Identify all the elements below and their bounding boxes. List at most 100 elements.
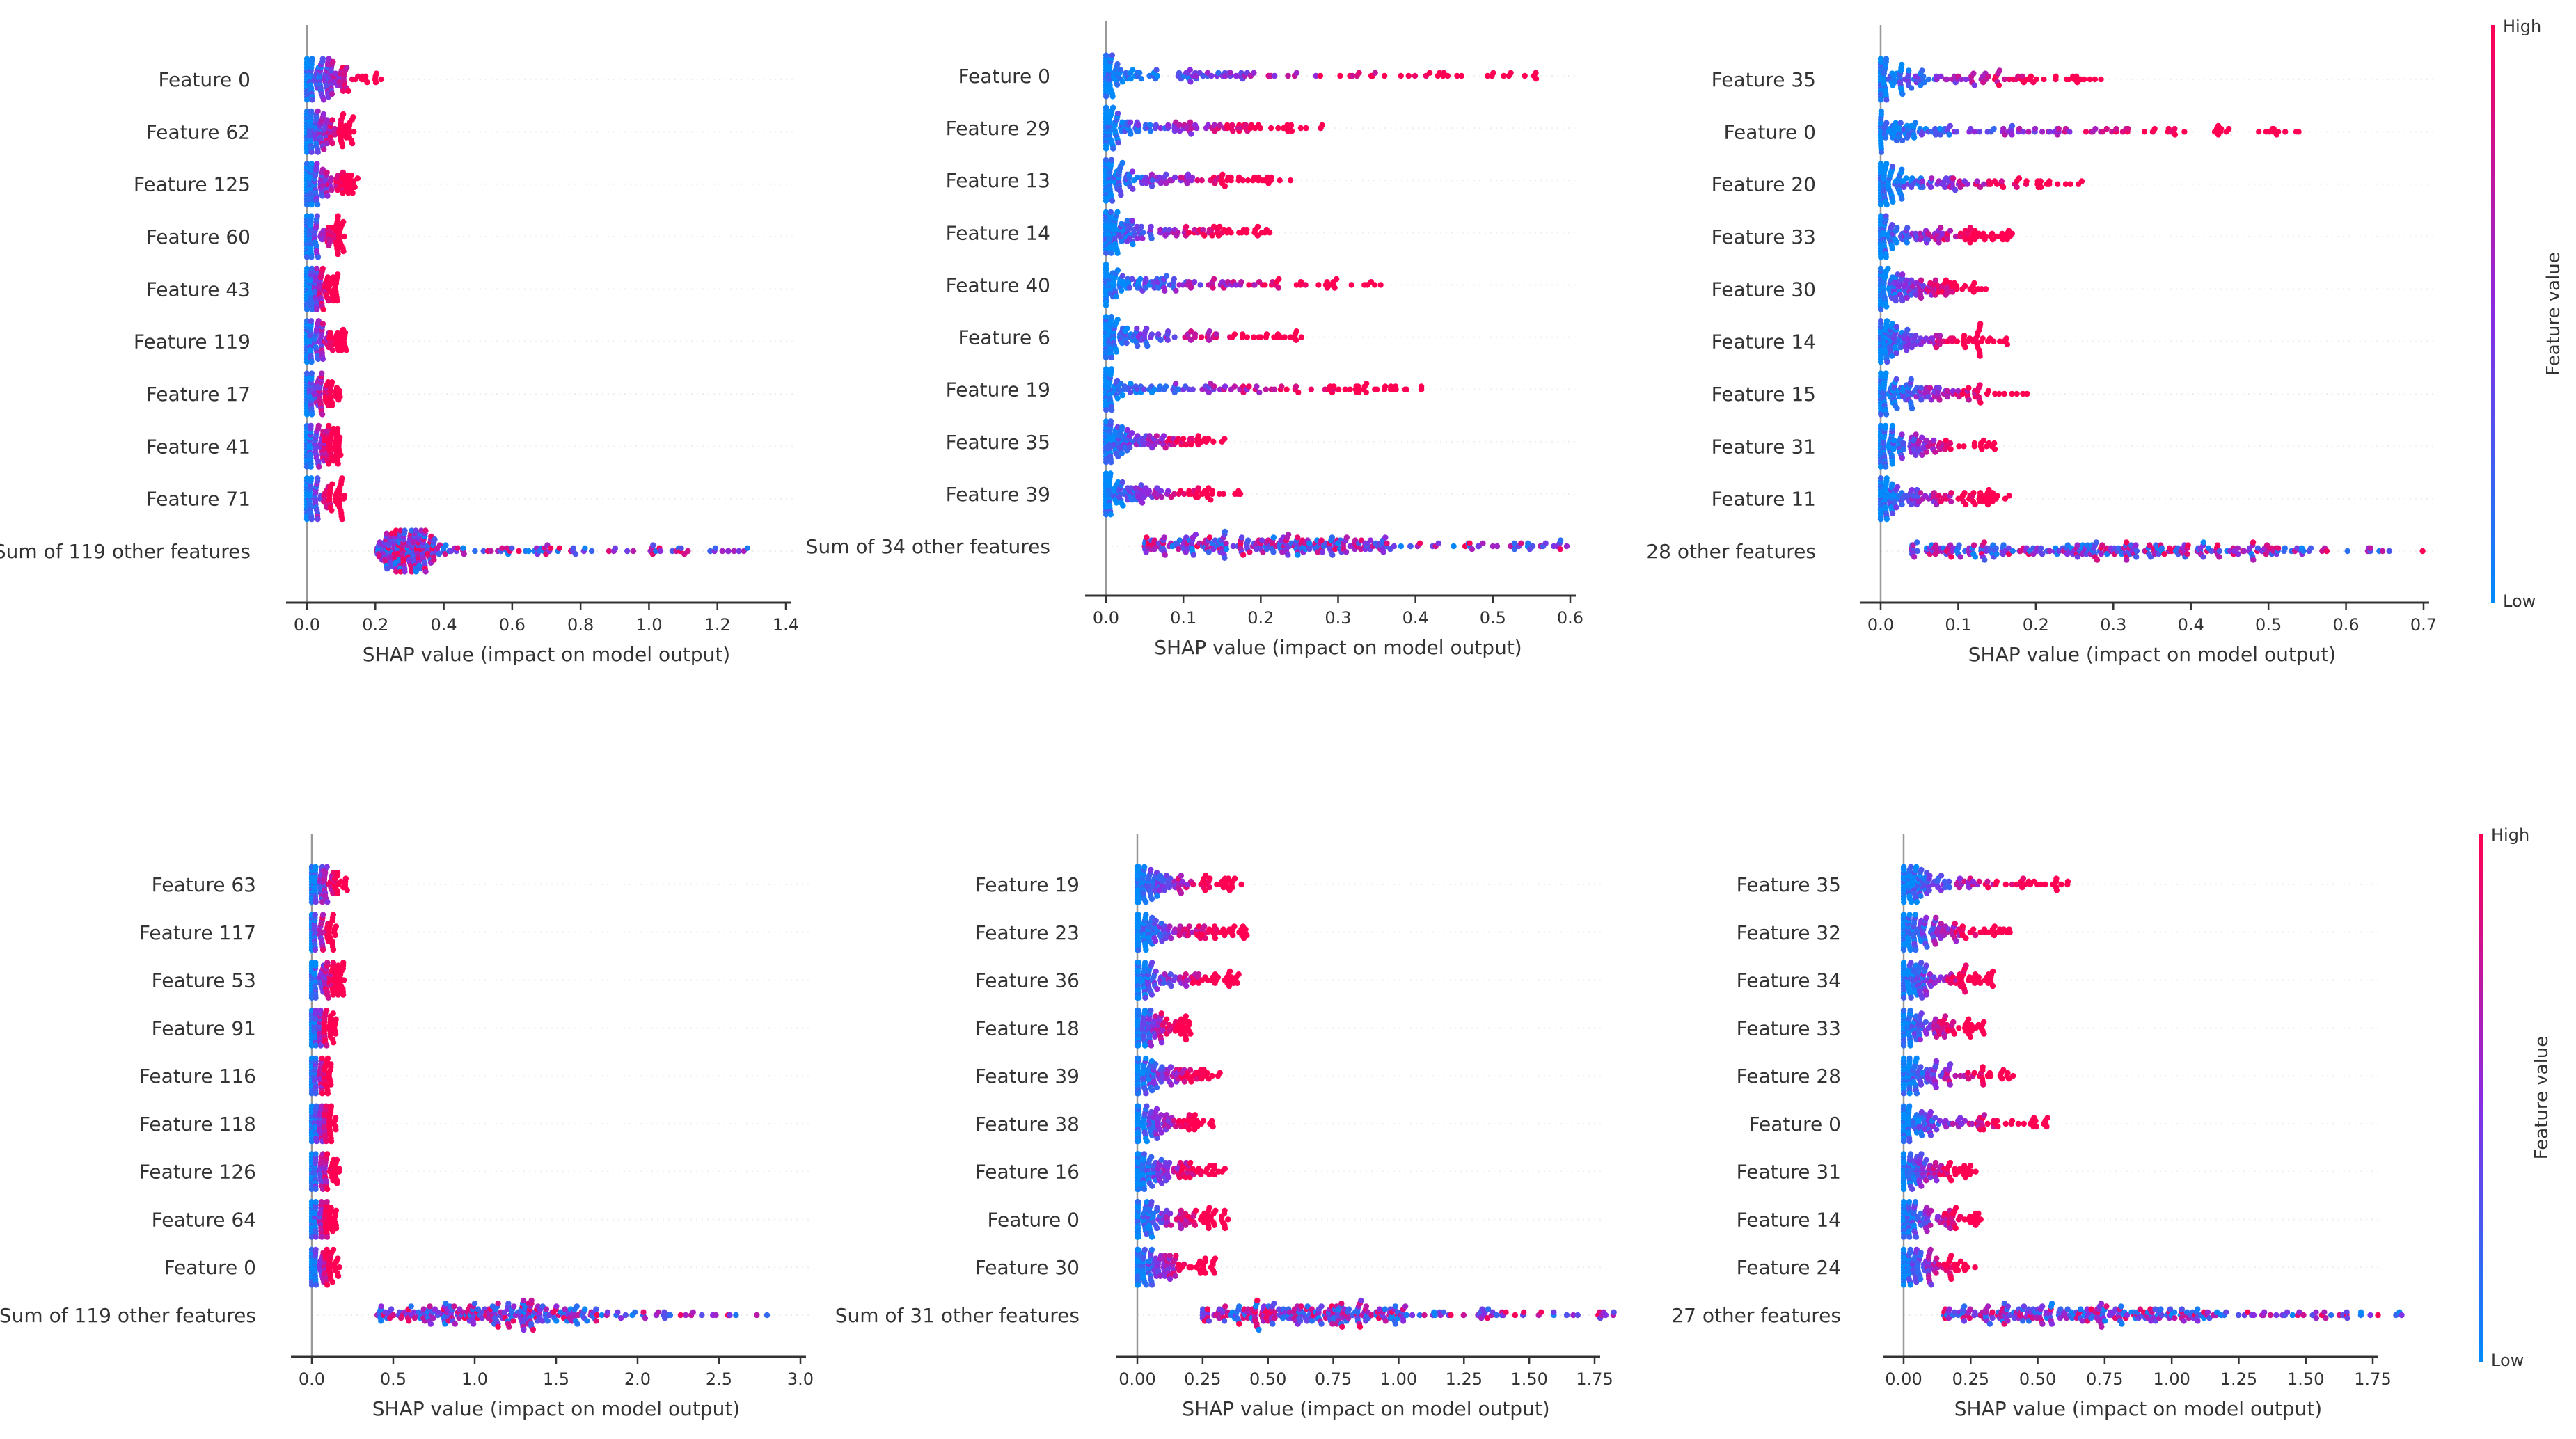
shap-dot	[572, 551, 579, 557]
shap-dot	[1192, 532, 1199, 538]
shap-dot	[324, 1199, 330, 1205]
shap-dot	[308, 161, 315, 167]
shap-dot	[1883, 161, 1890, 167]
shap-dot	[1877, 318, 1884, 324]
shap-dot	[1994, 493, 2000, 499]
shap-dot	[1293, 70, 1300, 77]
x-tick-label: 0.5	[2255, 615, 2282, 635]
shap-dot	[1904, 347, 1910, 353]
shap-dot	[655, 1309, 661, 1316]
shap-dot	[2216, 554, 2222, 560]
shap-dot	[1947, 440, 1954, 447]
shap-dot	[2386, 548, 2392, 555]
shap-dot	[2250, 539, 2257, 546]
shap-dot	[1263, 331, 1270, 337]
shap-dot	[315, 422, 322, 429]
shap-dot	[315, 516, 321, 523]
feature-label: 28 other features	[1646, 540, 1816, 563]
shap-dot	[1900, 446, 1907, 452]
shap-dot	[334, 425, 341, 432]
shap-dot	[324, 899, 331, 905]
shap-dot	[1129, 218, 1135, 224]
shap-dot	[417, 566, 423, 572]
shap-dot	[642, 1315, 649, 1321]
shap-dot	[1287, 177, 1294, 184]
shap-dot	[319, 193, 326, 199]
shap-dot	[1380, 549, 1386, 555]
shap-dot	[1970, 542, 1977, 548]
shap-dot	[1962, 283, 1968, 289]
shap-dot	[1533, 76, 1540, 82]
shap-dot	[1162, 552, 1169, 558]
x-tick-label: 2.0	[624, 1369, 651, 1389]
shap-dot	[1944, 394, 1951, 400]
shap-dot	[1974, 178, 1980, 184]
shap-dot	[570, 545, 576, 551]
shap-dot	[1192, 331, 1199, 337]
shap-dot	[1899, 454, 1905, 461]
shap-dot	[1982, 557, 1988, 563]
shap-dot	[1944, 237, 1950, 243]
shap-dot	[1398, 72, 1404, 79]
shap-dot	[350, 178, 357, 184]
shap-dot	[2020, 129, 2027, 135]
shap-dot	[1936, 239, 1942, 246]
shap-dot	[1107, 209, 1114, 216]
shap-dot	[1883, 303, 1890, 310]
shap-dot	[1275, 125, 1281, 132]
shap-dot	[1194, 125, 1200, 132]
shap-dot	[1211, 383, 1217, 390]
shap-dot	[1913, 431, 1919, 438]
shap-dot	[332, 132, 338, 138]
shap-dot	[422, 527, 429, 534]
shap-dot	[308, 463, 314, 470]
shap-dot	[1977, 353, 1983, 359]
shap-dot	[314, 213, 320, 219]
shap-dot	[495, 1301, 501, 1307]
shap-dot	[1240, 177, 1247, 184]
shap-dot	[1977, 399, 1984, 406]
shap-dot	[2074, 554, 2080, 560]
shap-dot	[1883, 201, 1890, 208]
shap-dot	[309, 265, 315, 272]
shap-dot	[1139, 500, 1146, 506]
shap-dot	[340, 190, 346, 196]
shap-dot	[526, 548, 532, 555]
feature-label: Feature 41	[146, 435, 251, 458]
shap-dot	[588, 548, 595, 555]
x-tick-label: 2.5	[706, 1369, 732, 1389]
shap-dot	[340, 992, 347, 998]
shap-dot	[1329, 552, 1336, 558]
feature-label: Feature 63	[152, 873, 256, 896]
feature-label: Feature 60	[146, 225, 251, 248]
shap-dot	[582, 1306, 588, 1312]
shap-dot	[1925, 76, 1932, 83]
shap-dot	[336, 1166, 342, 1172]
shap-dot	[330, 946, 337, 953]
shap-dot	[1367, 537, 1374, 543]
shap-dot	[1144, 325, 1150, 332]
shap-dot	[1297, 125, 1304, 132]
shap-dot	[329, 90, 335, 97]
shap-dot	[333, 1115, 339, 1121]
shap-dot	[2307, 545, 2314, 551]
shap-dot	[402, 527, 408, 534]
shap-dot	[461, 551, 467, 557]
shap-dot	[313, 1151, 319, 1157]
shap-dot	[2024, 390, 2030, 397]
shap-dot	[574, 1303, 580, 1310]
shap-dot	[2184, 551, 2190, 557]
shap-dot	[754, 1312, 760, 1319]
shap-dot	[1295, 552, 1301, 558]
shap-dot	[1904, 239, 1910, 246]
shap-dot	[1908, 501, 1915, 508]
feature-label: Sum of 119 other features	[0, 540, 251, 563]
shap-dot	[1889, 164, 1896, 170]
colorbar-low-label: Low	[2503, 591, 2536, 611]
shap-dot	[1240, 552, 1247, 558]
shap-dot	[2033, 76, 2040, 83]
shap-dot	[1223, 546, 1230, 552]
shap-dot	[1129, 430, 1135, 436]
shap-dot	[1231, 331, 1238, 337]
shap-dot	[308, 318, 315, 324]
